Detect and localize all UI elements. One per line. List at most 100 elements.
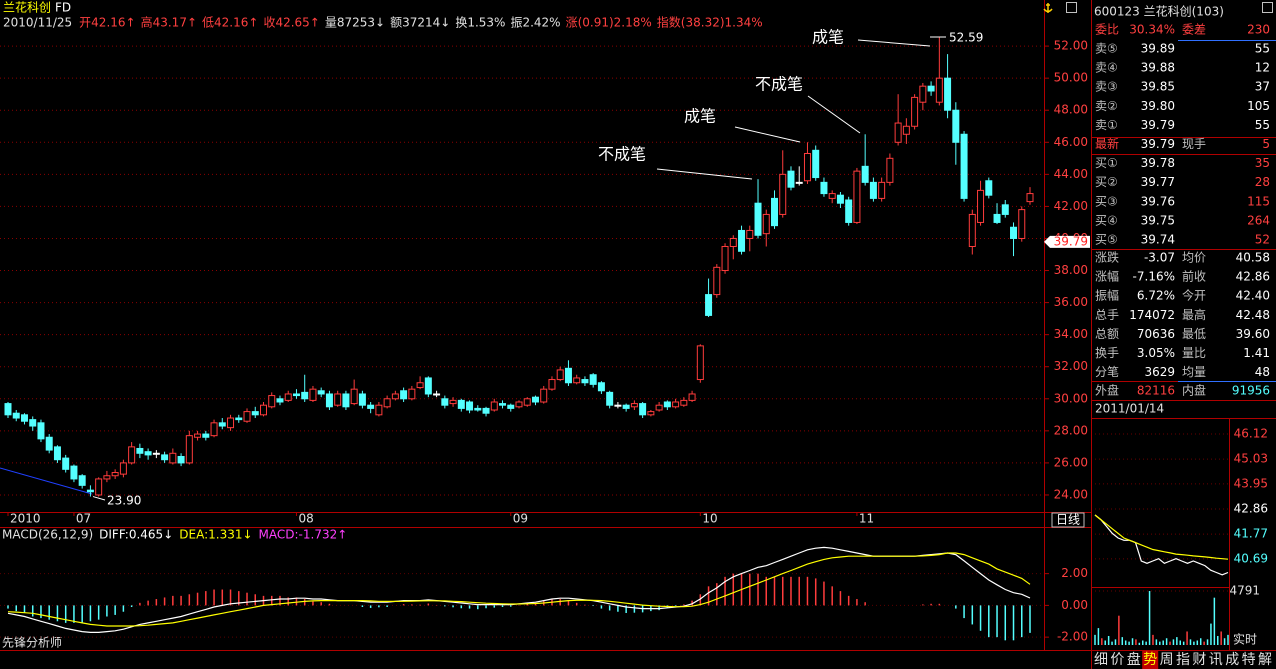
x-tick-label: 11 (859, 512, 874, 526)
window-icon[interactable] (1066, 2, 1077, 13)
footer-label: 先锋分析师 (2, 636, 62, 650)
flow-row: 外盘 (1095, 383, 1119, 398)
candle-body (540, 388, 548, 403)
candle-body (433, 393, 441, 396)
anchor-icon[interactable] (1043, 3, 1053, 13)
header-item: 指数(38.32)1.34% (657, 15, 763, 30)
tab-active-bg (1142, 651, 1159, 669)
candle-body (474, 407, 482, 411)
tab[interactable]: 讯 (1209, 652, 1223, 668)
intraday-label: 实时 (1233, 632, 1257, 647)
window-icon[interactable] (1262, 2, 1273, 13)
candle-body (1018, 209, 1026, 239)
annotation: 成笔 (812, 28, 844, 47)
header-item: 涨(0.91)2.18% (566, 15, 652, 30)
candle-body (499, 403, 507, 406)
stat-row: 3.05% (1137, 346, 1175, 360)
candle-body (614, 404, 622, 407)
ask-row: 卖③ (1095, 80, 1118, 94)
candle-body (119, 462, 127, 475)
intraday-line (1094, 514, 1229, 560)
candle-body (944, 77, 952, 111)
candle-body (177, 455, 185, 464)
candle-body (927, 85, 935, 92)
stat-row: 均价 (1182, 251, 1206, 265)
candle-body (523, 398, 531, 406)
ask-row: 55 (1255, 118, 1270, 132)
tab[interactable]: 细 (1094, 652, 1108, 668)
tab[interactable]: 特 (1242, 652, 1256, 668)
stat-row: 总手 (1095, 308, 1119, 322)
y-tick-label: 24.00 (1054, 487, 1088, 501)
candle-body (391, 393, 399, 400)
tab[interactable]: 盘 (1127, 651, 1141, 668)
y-tick-label: 30.00 (1054, 391, 1088, 405)
tab[interactable]: 势 (1143, 652, 1157, 668)
y-tick-label: 40.69 (1234, 551, 1268, 565)
trend-line (0, 467, 93, 495)
tab[interactable]: 财 (1192, 652, 1206, 668)
candle-body (37, 422, 45, 440)
stat-row: -7.16% (1133, 270, 1175, 284)
candle-body (367, 404, 375, 409)
stat-row: 174072 (1129, 308, 1175, 322)
candle-body (663, 401, 671, 408)
bid-row: 39.78 (1141, 156, 1175, 170)
bid-row: 39.75 (1141, 213, 1175, 227)
candle-body (589, 374, 597, 385)
candle-body (952, 109, 960, 143)
intraday-line (1094, 514, 1229, 576)
candle-body (235, 417, 243, 421)
header-item: 量87253↓ (325, 16, 385, 30)
candle-body (400, 390, 408, 400)
tab[interactable]: 指 (1176, 652, 1190, 668)
stat-row: 量比 (1182, 346, 1206, 360)
candle-body (795, 181, 803, 184)
bid-row: 39.74 (1141, 233, 1175, 247)
tab[interactable]: 价 (1110, 652, 1124, 668)
x-tick-label: 07 (76, 512, 91, 526)
candle-body (779, 173, 787, 215)
ask-row: 39.85 (1141, 80, 1175, 94)
candle-body (639, 403, 647, 416)
stat-row: 前收 (1182, 269, 1206, 284)
quote-ratio: 230 (1247, 23, 1270, 37)
annotation-leader (857, 39, 931, 47)
tab[interactable]: 成 (1225, 652, 1239, 668)
stat-row: 70636 (1137, 327, 1175, 341)
candle-body (622, 404, 630, 409)
candle-body (935, 77, 943, 103)
candle-body (218, 422, 226, 427)
candle-body (507, 404, 515, 409)
candle-body (721, 245, 729, 272)
candle-body (894, 122, 902, 143)
candle-body (309, 388, 317, 401)
last-row: 39.79 (1141, 137, 1175, 151)
candle-body (276, 398, 284, 403)
bid-row: 买① (1095, 156, 1118, 170)
candle-body (78, 475, 86, 486)
y-tick-label: 26.00 (1054, 455, 1088, 469)
annotation-leader (807, 95, 861, 134)
tab[interactable]: 解 (1258, 652, 1272, 668)
y-tick-label: 48.00 (1054, 103, 1088, 117)
candle-body (655, 404, 663, 411)
candle-body (672, 401, 680, 408)
price-tag-label: 39.79 (1054, 234, 1088, 248)
tab[interactable]: 周 (1160, 652, 1174, 668)
candle-body (993, 213, 1001, 223)
stat-row: 总额 (1095, 327, 1119, 341)
x-tick-label: 08 (298, 512, 313, 526)
candle-body (886, 157, 894, 183)
candle-body (111, 472, 119, 477)
candle-body (416, 382, 424, 389)
candle-body (746, 229, 754, 239)
ask-row: 39.89 (1141, 42, 1175, 56)
annotation-leader (734, 126, 801, 143)
candle-body (919, 85, 927, 103)
quote-title: 600123 兰花科创(103) (1094, 4, 1224, 19)
macd-legend: DEA:1.331↓ (179, 528, 252, 542)
